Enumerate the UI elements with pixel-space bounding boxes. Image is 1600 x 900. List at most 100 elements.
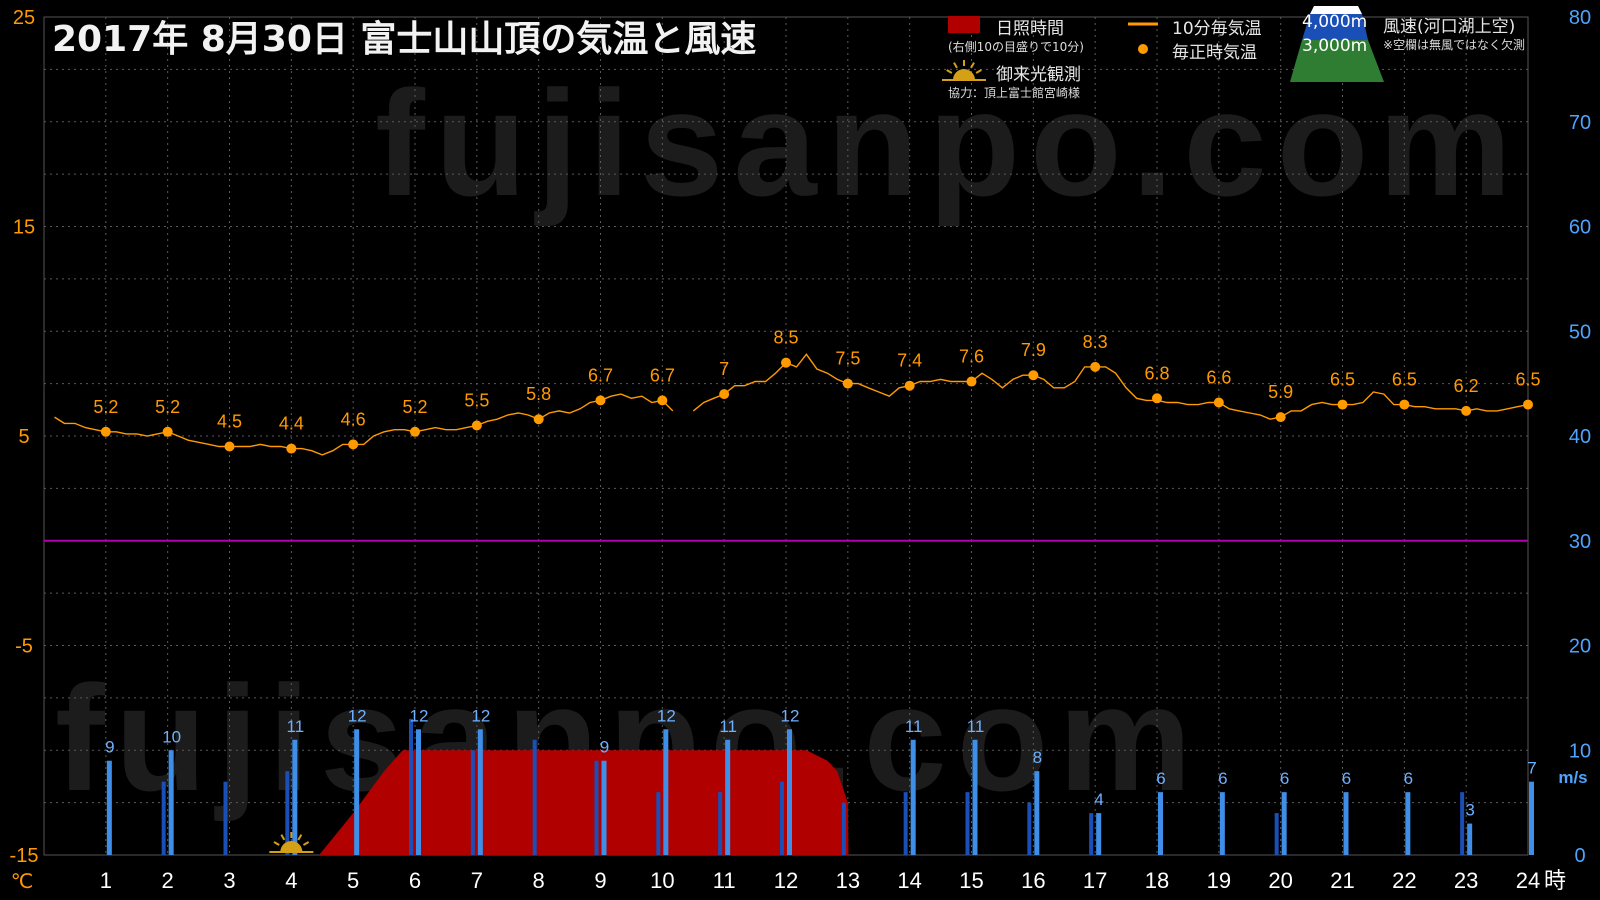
- temp-hourly-point: [719, 389, 730, 400]
- x-axis-tick: 23: [1454, 868, 1478, 893]
- sun-ray: [946, 69, 953, 74]
- x-axis-tick: 24: [1516, 868, 1540, 893]
- x-axis-tick: 7: [471, 868, 483, 893]
- x-axis-tick: 15: [959, 868, 983, 893]
- temp-hourly-point: [1028, 370, 1039, 381]
- temp-value-label: 7.6: [959, 347, 984, 367]
- temp-hourly-point: [286, 443, 297, 454]
- wind-value-label: 11: [967, 717, 985, 736]
- temp-hourly-point: [1461, 405, 1472, 416]
- x-axis-tick: 6: [409, 868, 421, 893]
- x-axis-unit: 時: [1544, 869, 1566, 894]
- temp-value-label: 5.2: [155, 397, 180, 417]
- temp-hourly-point: [162, 426, 173, 437]
- sun-body: [953, 69, 975, 80]
- x-axis-tick: 19: [1207, 868, 1231, 893]
- wind-bar-3000m: [470, 750, 475, 855]
- legend-temp-hourly-label: 毎正時気温: [1172, 43, 1257, 63]
- right-axis-tick: 40: [1569, 426, 1591, 448]
- sun-ray: [970, 62, 975, 69]
- wind-value-label: 9: [600, 738, 609, 757]
- wind-bar-3000m: [1089, 813, 1094, 855]
- legend-credit: 協力：頂上富士館宮崎様: [948, 86, 1081, 100]
- wind-bar-3000m: [965, 792, 970, 855]
- wind-value-label: 6: [1404, 769, 1413, 788]
- left-axis-tick: -5: [15, 636, 33, 658]
- right-axis-tick: 10: [1569, 740, 1591, 762]
- left-axis-tick: 5: [18, 426, 29, 448]
- wind-bar-4000m: [1529, 781, 1534, 855]
- wind-value-label: 4: [1094, 790, 1103, 809]
- temp-value-label: 8.3: [1083, 332, 1108, 352]
- wind-value-label: 12: [471, 706, 490, 725]
- temp-value-label: 4.5: [217, 411, 242, 431]
- temp-hourly-point: [781, 357, 791, 368]
- x-axis-tick: 10: [650, 868, 674, 893]
- x-axis-tick: 12: [774, 868, 798, 893]
- wind-value-label: 12: [410, 706, 429, 725]
- sun-ray: [975, 69, 982, 74]
- legend-alt3000-label: 3,000m: [1302, 36, 1368, 56]
- legend-temp-hourly-swatch: [1138, 44, 1148, 54]
- wind-bar-3000m: [1274, 813, 1279, 855]
- temp-hourly-point: [1337, 399, 1348, 410]
- temp-value-label: 6.5: [1515, 370, 1540, 390]
- left-axis-unit: ℃: [11, 869, 33, 893]
- x-axis-tick: 17: [1083, 868, 1107, 893]
- wind-value-label: 12: [348, 706, 367, 725]
- wind-bar-3000m: [161, 781, 166, 855]
- wind-value-label: 7: [1527, 759, 1536, 778]
- temp-hourly-point: [1152, 393, 1162, 404]
- wind-bar-3000m: [409, 718, 413, 855]
- legend-wind-label: 風速(河口湖上空): [1383, 17, 1516, 37]
- temp-value-label: 7.5: [835, 349, 860, 369]
- wind-bar-4000m: [1158, 792, 1163, 855]
- wind-value-label: 12: [657, 706, 676, 725]
- temp-10min-line: [54, 353, 1529, 456]
- wind-bar-3000m: [718, 792, 723, 855]
- x-axis-tick: 8: [533, 868, 545, 893]
- temp-value-label: 5.5: [464, 391, 489, 411]
- wind-bar-3000m: [1027, 802, 1032, 855]
- legend-sunrise-icon: [942, 60, 986, 81]
- left-axis-tick: 15: [13, 217, 35, 239]
- sun-ray: [297, 834, 303, 841]
- x-axis-tick: 4: [285, 868, 297, 893]
- temp-hourly-point: [1275, 412, 1286, 423]
- right-axis-tick: 60: [1569, 217, 1591, 239]
- wind-value-label: 6: [1342, 769, 1351, 788]
- wind-value-label: 6: [1280, 769, 1289, 788]
- wind-value-label: 11: [287, 717, 305, 736]
- legend-sunshine-swatch: [948, 16, 980, 33]
- sunrise-icon: [269, 832, 314, 853]
- wind-value-label: 6: [1218, 769, 1227, 788]
- x-axis-tick: 11: [713, 868, 736, 893]
- x-axis-tick: 20: [1268, 868, 1292, 893]
- temp-hourly-point: [100, 426, 111, 437]
- wind-bar-4000m: [477, 729, 483, 855]
- x-axis-tick: 18: [1145, 868, 1169, 893]
- x-axis-tick: 9: [594, 868, 606, 893]
- wind-value-label: 9: [105, 738, 114, 757]
- temp-value-label: 6.6: [1206, 367, 1231, 387]
- wind-bar-4000m: [787, 729, 792, 855]
- temp-hourly-point: [348, 439, 359, 450]
- temp-hourly-point: [657, 395, 668, 406]
- temp-value-label: 6.7: [650, 365, 675, 385]
- left-axis-tick: -15: [10, 845, 39, 867]
- wind-value-label: 3: [1465, 801, 1474, 820]
- sunshine-area: [319, 750, 849, 855]
- x-axis-tick: 2: [162, 868, 174, 893]
- wind-bar-4000m: [1405, 792, 1411, 855]
- temp-hourly-point: [966, 376, 977, 387]
- sun-body: [280, 841, 303, 852]
- sun-ray: [273, 841, 280, 846]
- temp-hourly-point: [410, 426, 420, 437]
- temp-value-label: 7.9: [1021, 340, 1046, 360]
- legend-mountain-base: [1290, 40, 1384, 82]
- temp-value-label: 6.2: [1454, 376, 1479, 396]
- temp-value-label: 6.7: [588, 365, 613, 385]
- x-axis-tick: 21: [1330, 868, 1354, 893]
- wind-value-label: 12: [781, 706, 800, 725]
